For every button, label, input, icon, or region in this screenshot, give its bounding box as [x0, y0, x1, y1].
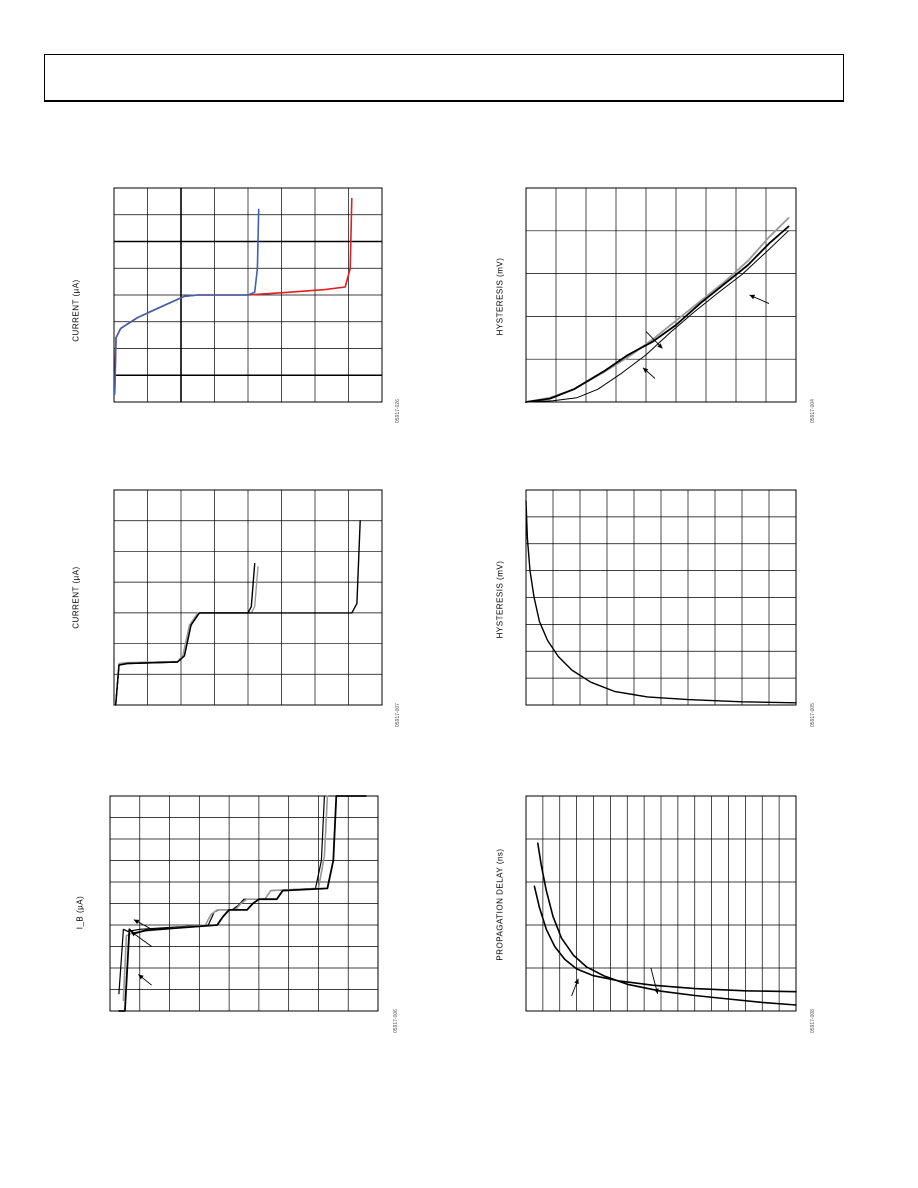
chart-propagation-delay-ylabel: PROPAGATION DELAY (ns)	[495, 848, 505, 961]
c5-arrow-head-1	[130, 931, 137, 937]
chart-ib-figure-id: 05917-006	[393, 1009, 399, 1033]
chart-ib	[109, 795, 379, 1012]
chart-hysteresis-2-figure-id: 05917-005	[810, 703, 816, 727]
c2-series-0	[525, 217, 790, 403]
c5-series-0	[118, 795, 325, 995]
chart-current-2	[113, 489, 383, 706]
chart-hysteresis-1-figure-id: 05917-004	[810, 399, 816, 423]
chart-propagation-delay	[525, 795, 797, 1012]
c4-frame	[525, 489, 797, 706]
chart-hysteresis-2	[525, 489, 797, 706]
chart-propagation-delay-svg	[525, 795, 797, 1012]
c5-frame	[109, 795, 379, 1012]
chart-current-2-figure-id: 05917-007	[395, 703, 401, 727]
c6-frame	[525, 795, 797, 1012]
chart-current-2-ylabel: CURRENT (µA)	[71, 566, 81, 629]
chart-ib-svg	[109, 795, 379, 1012]
c1-series-1	[113, 208, 260, 395]
c5-series-1	[122, 795, 329, 1002]
c3-series-0	[115, 566, 259, 706]
c3-series-2	[115, 520, 361, 706]
c5-arrow-head-0	[133, 919, 140, 925]
page-header-box	[44, 54, 844, 102]
chart-current-1-ylabel: CURRENT (µA)	[71, 279, 81, 342]
chart-hysteresis-1-svg	[525, 187, 797, 403]
c6-series-1	[533, 885, 797, 993]
c5-arrow-head-2	[138, 974, 144, 980]
chart-hysteresis-2-ylabel: HYSTERESIS (mV)	[495, 560, 505, 639]
chart-hysteresis-1	[525, 187, 797, 403]
chart-propagation-delay-figure-id: 05917-008	[810, 1009, 816, 1033]
c6-arrow-head-0	[574, 978, 579, 985]
c6-series-0	[537, 842, 797, 1006]
chart-hysteresis-2-svg	[525, 489, 797, 706]
chart-hysteresis-1-ylabel: HYSTERESIS (mV)	[495, 257, 505, 336]
c3-series-1	[115, 563, 256, 706]
c2-arrow-head-0	[749, 294, 756, 300]
chart-current-1	[113, 187, 383, 403]
c2-frame	[525, 187, 797, 403]
c2-series-1	[525, 225, 790, 403]
chart-current-2-svg	[113, 489, 383, 706]
chart-current-1-svg	[113, 187, 383, 403]
c6-arrow-head-1	[654, 988, 659, 994]
c1-series-0	[113, 197, 353, 395]
c4-series-0	[525, 500, 797, 704]
c1-frame	[113, 187, 383, 403]
chart-current-1-figure-id: 05917-026	[395, 399, 401, 423]
chart-ib-ylabel: I_B (µA)	[75, 895, 85, 930]
c3-frame	[113, 489, 383, 706]
c2-arrow-head-1	[657, 343, 663, 349]
c2-arrow-head-2	[643, 367, 649, 373]
